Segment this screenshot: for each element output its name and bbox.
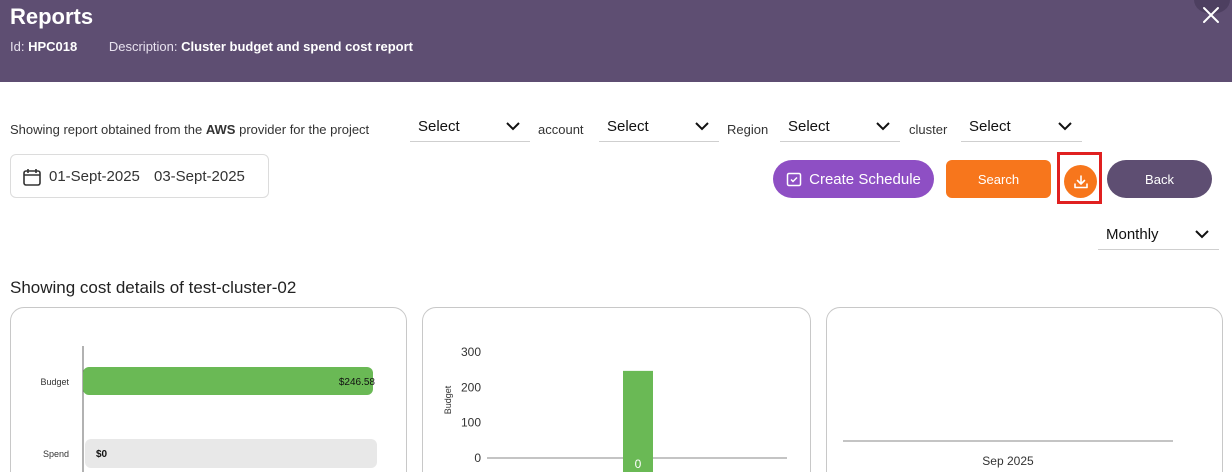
data-label: 0 [635,457,642,471]
description-value: Cluster budget and spend cost report [181,39,413,54]
calendar-icon [23,169,41,186]
trend-card: Sep 2025 [826,307,1223,472]
start-date: 01-Sept-2025 [49,168,140,185]
y-tick-label: 0 [474,451,481,465]
cluster-select-value: Select [969,118,1011,135]
download-icon [1073,174,1088,188]
category-label: Budget [40,377,69,387]
close-button[interactable] [1200,4,1222,26]
chevron-down-icon [695,122,709,131]
description-label: Description: [108,39,178,54]
budget-spend-card: Budget $246.58 Spend $0 [10,307,407,472]
budget-bar-chart: Budget 0 100 200 300 0 [443,345,787,472]
filter-prefix: Showing report obtained from the [10,122,203,137]
budget-spend-chart: Budget $246.58 Spend $0 [40,346,377,472]
account-select[interactable]: Select [599,112,719,142]
project-select-value: Select [418,118,460,135]
report-meta: Id: HPC018 Description: Cluster budget a… [10,39,413,54]
y-tick-label: 300 [461,345,481,359]
download-highlight [1057,152,1102,204]
region-label: Region [727,122,769,137]
search-button[interactable]: Search [946,160,1051,198]
report-header: Reports Id: HPC018 Description: Cluster … [0,0,1232,82]
corner-decoration [1194,0,1230,14]
category-label: Spend [43,449,69,459]
budget-bar [83,367,373,395]
period-select-value: Monthly [1106,226,1159,243]
y-axis-label: Budget [443,385,453,414]
filter-description: Showing report obtained from the AWS pro… [10,122,369,137]
budget-bar [623,370,653,472]
create-schedule-label: Create Schedule [809,170,921,188]
date-range-picker[interactable]: 01-Sept-2025 03-Sept-2025 [10,154,269,198]
provider-name: AWS [205,122,236,137]
x-tick-label: Sep 2025 [982,454,1034,468]
download-button[interactable] [1064,165,1097,198]
data-label: $0 [96,449,108,460]
region-select-value: Select [788,118,830,135]
budget-bar-card: Budget 0 100 200 300 0 [422,307,811,472]
y-tick-label: 100 [461,416,481,430]
cluster-select[interactable]: Select [961,112,1082,142]
spend-track [85,439,377,468]
back-label: Back [1145,171,1174,187]
period-select[interactable]: Monthly [1098,220,1219,250]
account-label: account [538,122,584,137]
chevron-down-icon [876,122,890,131]
account-select-value: Select [607,118,649,135]
chevron-down-icon [1195,230,1209,239]
cluster-label: cluster [909,122,948,137]
page-title: Reports [10,4,94,29]
search-label: Search [977,171,1020,187]
back-button[interactable]: Back [1107,160,1212,198]
region-select[interactable]: Select [780,112,900,142]
section-title: Showing cost details of test-cluster-02 [10,278,297,297]
end-date: 03-Sept-2025 [154,168,245,185]
trend-chart: Sep 2025 [843,440,1173,468]
project-select[interactable]: Select [410,112,530,142]
chevron-down-icon [506,122,520,131]
id-value: HPC018 [28,39,78,54]
calendar-check-icon [786,172,802,187]
y-tick-label: 200 [461,380,481,394]
data-label: $246.58 [339,377,376,388]
id-label: Id: [10,39,25,54]
chevron-down-icon [1058,122,1072,131]
close-icon [1203,7,1219,23]
filter-suffix: provider for the project [239,122,370,137]
create-schedule-button[interactable]: Create Schedule [773,160,934,198]
